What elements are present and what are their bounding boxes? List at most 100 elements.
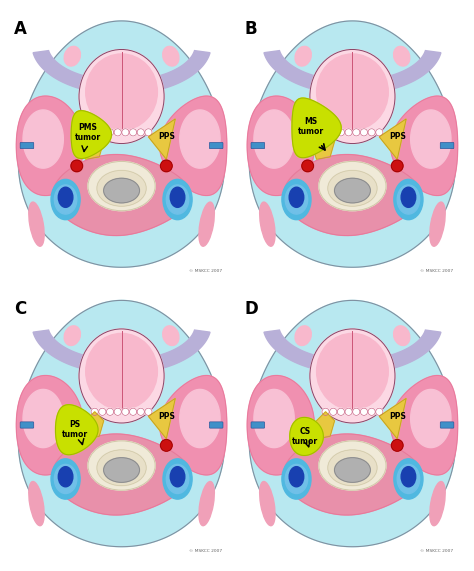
Circle shape	[302, 160, 313, 172]
Circle shape	[122, 408, 129, 415]
Ellipse shape	[295, 46, 311, 66]
Polygon shape	[33, 51, 210, 94]
Polygon shape	[283, 434, 421, 515]
FancyBboxPatch shape	[20, 422, 34, 428]
Circle shape	[122, 128, 129, 136]
Ellipse shape	[295, 326, 311, 345]
Polygon shape	[53, 434, 191, 515]
Polygon shape	[55, 405, 98, 455]
Polygon shape	[283, 155, 421, 235]
Ellipse shape	[285, 464, 308, 493]
Polygon shape	[16, 376, 83, 475]
Text: PPS: PPS	[158, 132, 175, 141]
Circle shape	[337, 408, 345, 415]
Circle shape	[329, 128, 337, 136]
Text: D: D	[245, 300, 259, 318]
Ellipse shape	[79, 329, 164, 423]
Ellipse shape	[282, 459, 311, 499]
Ellipse shape	[393, 326, 410, 345]
Polygon shape	[249, 21, 456, 267]
Polygon shape	[53, 155, 191, 235]
Ellipse shape	[319, 441, 386, 490]
Circle shape	[129, 128, 137, 136]
Circle shape	[137, 408, 145, 415]
Ellipse shape	[58, 467, 73, 487]
Ellipse shape	[163, 326, 179, 345]
Circle shape	[114, 408, 121, 415]
Ellipse shape	[29, 202, 44, 246]
Ellipse shape	[397, 185, 419, 214]
Ellipse shape	[199, 481, 214, 526]
FancyBboxPatch shape	[440, 142, 454, 148]
Circle shape	[161, 160, 172, 172]
Ellipse shape	[163, 46, 179, 66]
Ellipse shape	[163, 179, 192, 220]
Circle shape	[345, 128, 352, 136]
Polygon shape	[312, 412, 335, 439]
Ellipse shape	[55, 185, 77, 214]
Ellipse shape	[319, 162, 386, 211]
Ellipse shape	[310, 50, 395, 143]
Polygon shape	[391, 376, 458, 475]
Circle shape	[99, 408, 106, 415]
Ellipse shape	[51, 179, 80, 220]
FancyBboxPatch shape	[210, 142, 223, 148]
Circle shape	[329, 408, 337, 415]
Circle shape	[376, 128, 383, 136]
Circle shape	[345, 408, 352, 415]
Ellipse shape	[317, 54, 388, 130]
Circle shape	[107, 128, 114, 136]
Ellipse shape	[430, 202, 445, 246]
Polygon shape	[312, 132, 335, 159]
Ellipse shape	[335, 458, 370, 482]
Polygon shape	[18, 21, 225, 267]
Polygon shape	[391, 96, 458, 195]
Circle shape	[145, 408, 152, 415]
Text: © MSKCC 2007: © MSKCC 2007	[189, 270, 222, 274]
Polygon shape	[247, 96, 314, 195]
Polygon shape	[81, 412, 104, 439]
Ellipse shape	[328, 170, 377, 206]
Circle shape	[161, 440, 172, 451]
Polygon shape	[160, 96, 227, 195]
Ellipse shape	[289, 467, 304, 487]
Ellipse shape	[166, 464, 189, 493]
Ellipse shape	[79, 50, 164, 143]
Circle shape	[392, 440, 403, 451]
Ellipse shape	[104, 458, 139, 482]
Polygon shape	[410, 389, 451, 448]
Polygon shape	[379, 399, 406, 439]
Circle shape	[360, 128, 367, 136]
Polygon shape	[148, 119, 175, 159]
Ellipse shape	[430, 481, 445, 526]
Ellipse shape	[64, 46, 81, 66]
Circle shape	[368, 128, 375, 136]
Text: PS
tumor: PS tumor	[62, 420, 88, 440]
Circle shape	[337, 128, 345, 136]
Ellipse shape	[88, 441, 155, 490]
Ellipse shape	[166, 185, 189, 214]
FancyBboxPatch shape	[251, 422, 264, 428]
Ellipse shape	[163, 459, 192, 499]
Ellipse shape	[285, 185, 308, 214]
Ellipse shape	[393, 46, 410, 66]
Polygon shape	[23, 389, 64, 448]
FancyBboxPatch shape	[20, 142, 34, 148]
Polygon shape	[180, 110, 220, 168]
Circle shape	[353, 128, 360, 136]
Text: © MSKCC 2007: © MSKCC 2007	[420, 549, 453, 553]
Text: C: C	[14, 300, 27, 318]
Text: © MSKCC 2007: © MSKCC 2007	[420, 270, 453, 274]
Polygon shape	[410, 110, 451, 168]
Polygon shape	[18, 300, 225, 546]
Ellipse shape	[86, 54, 157, 130]
Circle shape	[107, 408, 114, 415]
Ellipse shape	[260, 481, 275, 526]
Circle shape	[145, 128, 152, 136]
Ellipse shape	[394, 179, 423, 220]
Ellipse shape	[317, 333, 388, 409]
FancyBboxPatch shape	[251, 142, 264, 148]
Polygon shape	[249, 300, 456, 546]
Ellipse shape	[170, 187, 185, 207]
Circle shape	[322, 408, 329, 415]
